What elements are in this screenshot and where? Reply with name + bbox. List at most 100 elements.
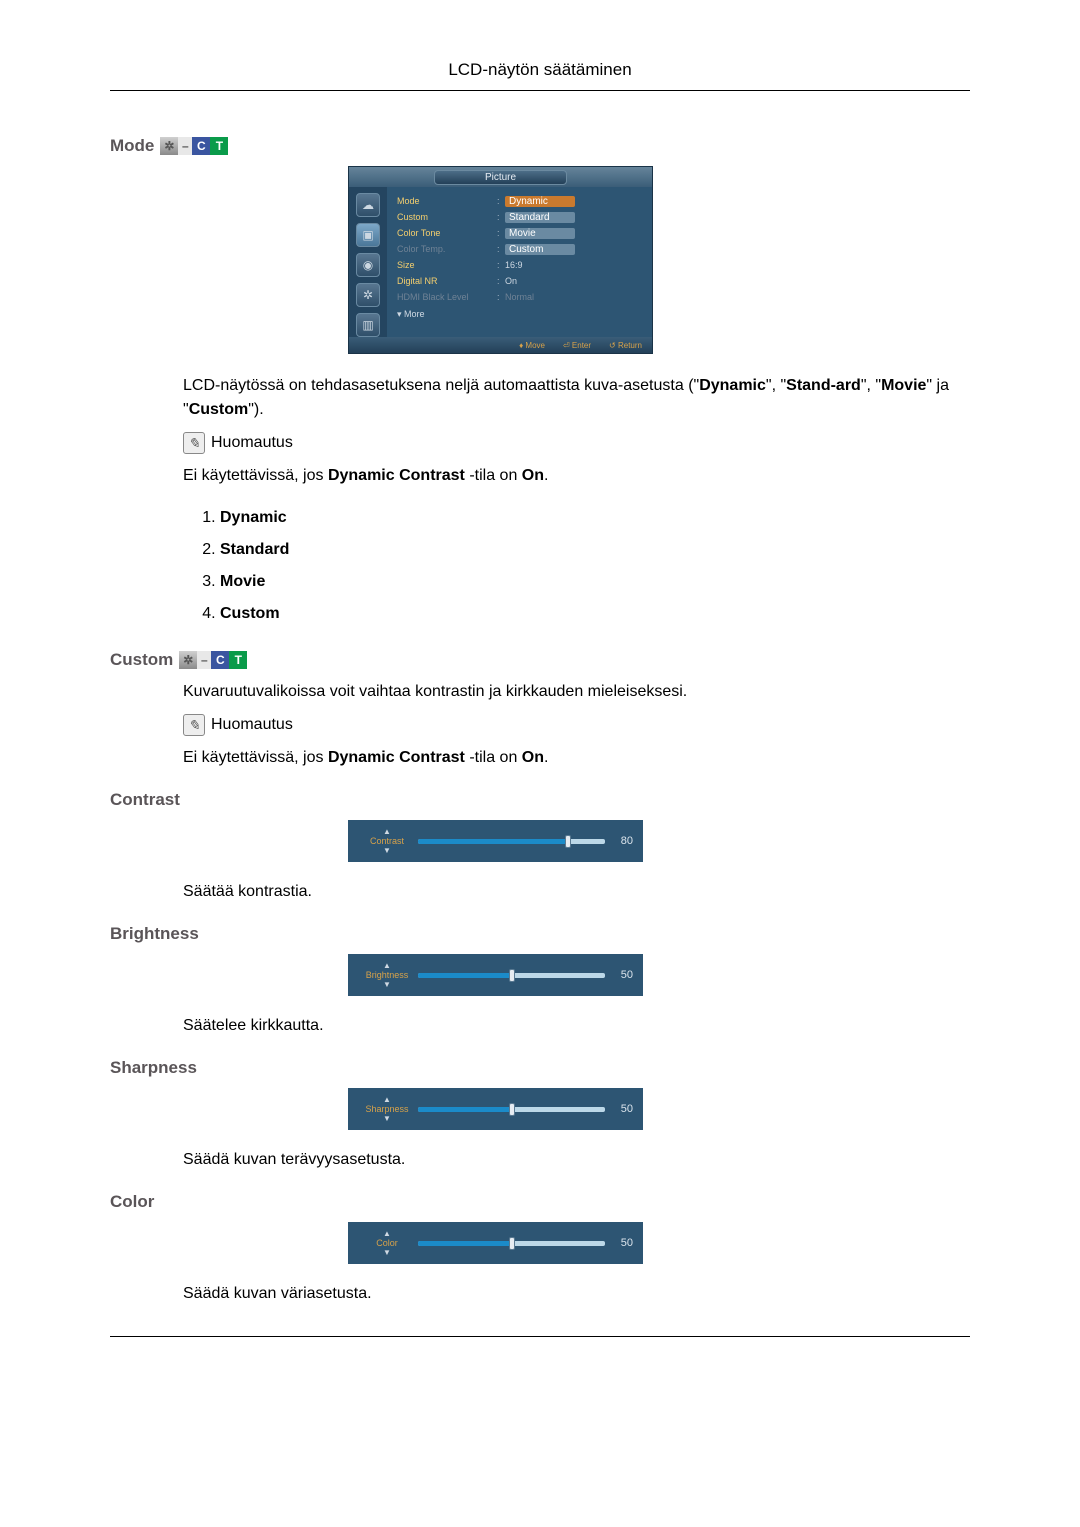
list-item: Custom — [220, 598, 970, 630]
osd-colon: : — [497, 196, 505, 206]
slider-label: Color — [376, 1238, 398, 1249]
osd-val-hdmi: Normal — [505, 292, 644, 302]
slider-track[interactable] — [418, 1241, 605, 1246]
osd-footer-return: ↺ Return — [609, 341, 642, 350]
slider-label: Contrast — [370, 836, 404, 847]
slider-thumb[interactable] — [565, 835, 571, 848]
pencil-icon: ✎ — [183, 432, 205, 454]
heading-sharpness: Sharpness — [110, 1058, 970, 1078]
slider-label: Sharpness — [365, 1104, 408, 1115]
slider-thumb[interactable] — [509, 1103, 515, 1116]
osd-label-hdmi: HDMI Black Level — [397, 292, 497, 302]
t-icon: T — [210, 137, 228, 155]
dash-icon: – — [197, 651, 211, 669]
custom-description: Kuvaruutuvalikoissa voit vaihtaa kontras… — [183, 680, 970, 704]
pencil-icon: ✎ — [183, 714, 205, 736]
osd-title: Picture — [434, 170, 567, 185]
brightness-description: Säätelee kirkkautta. — [183, 1014, 970, 1038]
c-icon: C — [192, 137, 210, 155]
sharpness-description: Säädä kuvan terävyysasetusta. — [183, 1148, 970, 1172]
chevron-down-icon[interactable]: ▼ — [383, 1115, 391, 1123]
slider-value: 50 — [605, 1237, 633, 1249]
chevron-down-icon[interactable]: ▼ — [383, 1249, 391, 1257]
dash-icon: – — [178, 137, 192, 155]
mode-description: LCD-näytössä on tehdasasetuksena neljä a… — [183, 374, 970, 422]
note-label: Huomautus — [211, 434, 293, 452]
list-item: Movie — [220, 566, 970, 598]
osd-opt-dynamic[interactable]: Dynamic — [505, 196, 575, 207]
heading-mode-text: Mode — [110, 136, 154, 156]
mode-note-text: Ei käytettävissä, jos Dynamic Contrast -… — [183, 464, 970, 488]
custom-note: ✎ Huomautus — [183, 714, 970, 736]
slider-label-col: ▲Contrast▼ — [356, 828, 418, 855]
heading-mode: Mode ✲ – C T — [110, 136, 970, 156]
osd-footer-move: ♦ Move — [519, 341, 545, 350]
document-page: LCD-näytön säätäminen Mode ✲ – C T Pictu… — [0, 0, 1080, 1397]
slider-value: 50 — [605, 1103, 633, 1115]
osd-label-dnr: Digital NR — [397, 276, 497, 286]
osd-val-size: 16:9 — [505, 260, 644, 270]
list-item: Standard — [220, 534, 970, 566]
osd-more[interactable]: ▾ More — [397, 305, 644, 322]
slider-thumb[interactable] — [509, 969, 515, 982]
osd-opt-custom[interactable]: Custom — [505, 244, 575, 255]
osd-picture-menu: Picture ☁ ▣ ◉ ✲ ▥ Mode Custom Co — [348, 166, 970, 354]
heading-contrast: Contrast — [110, 790, 970, 810]
chevron-up-icon[interactable]: ▲ — [383, 828, 391, 836]
slider-brightness: ▲Brightness▼ 50 — [348, 954, 970, 996]
custom-note-text: Ei käytettävissä, jos Dynamic Contrast -… — [183, 746, 970, 770]
chevron-down-icon[interactable]: ▼ — [383, 981, 391, 989]
t-icon: T — [229, 651, 247, 669]
heading-custom-icons: ✲ – C T — [179, 651, 247, 669]
page-title: LCD-näytön säätäminen — [110, 60, 970, 91]
settings-icon[interactable]: ✲ — [356, 283, 380, 307]
note-label: Huomautus — [211, 716, 293, 734]
chevron-up-icon[interactable]: ▲ — [383, 1230, 391, 1238]
osd-label-colortone: Color Tone — [397, 228, 497, 238]
slider-label: Brightness — [366, 970, 409, 981]
footer-rule — [110, 1336, 970, 1337]
heading-mode-icons: ✲ – C T — [160, 137, 228, 155]
input-icon[interactable]: ▥ — [356, 313, 380, 337]
mode-list: Dynamic Standard Movie Custom — [220, 502, 970, 630]
slider-thumb[interactable] — [509, 1237, 515, 1250]
gear-icon: ✲ — [160, 137, 178, 155]
mode-note: ✎ Huomautus — [183, 432, 970, 454]
picture-icon[interactable]: ▣ — [356, 223, 380, 247]
osd-label-mode: Mode — [397, 196, 497, 206]
chevron-up-icon[interactable]: ▲ — [383, 1096, 391, 1104]
osd-opt-standard[interactable]: Standard — [505, 212, 575, 223]
slider-track[interactable] — [418, 839, 605, 844]
slider-value: 50 — [605, 969, 633, 981]
slider-sharpness: ▲Sharpness▼ 50 — [348, 1088, 970, 1130]
heading-custom-text: Custom — [110, 650, 173, 670]
osd-val-dnr: On — [505, 276, 644, 286]
slider-label-col: ▲Sharpness▼ — [356, 1096, 418, 1123]
osd-label-custom: Custom — [397, 212, 497, 222]
gear-icon: ✲ — [179, 651, 197, 669]
chevron-up-icon[interactable]: ▲ — [383, 962, 391, 970]
osd-label-size: Size — [397, 260, 497, 270]
chevron-down-icon[interactable]: ▼ — [383, 847, 391, 855]
list-item: Dynamic — [220, 502, 970, 534]
osd-opt-movie[interactable]: Movie — [505, 228, 575, 239]
slider-value: 80 — [605, 835, 633, 847]
slider-track[interactable] — [418, 973, 605, 978]
osd-footer: ♦ Move ⏎ Enter ↺ Return — [349, 337, 652, 353]
heading-custom: Custom ✲ – C T — [110, 650, 970, 670]
color-description: Säädä kuvan väriasetusta. — [183, 1282, 970, 1306]
slider-track[interactable] — [418, 1107, 605, 1112]
contrast-description: Säätää kontrastia. — [183, 880, 970, 904]
osd-side-icons: ☁ ▣ ◉ ✲ ▥ — [349, 187, 387, 337]
osd-footer-enter: ⏎ Enter — [563, 341, 591, 350]
slider-label-col: ▲Brightness▼ — [356, 962, 418, 989]
osd-title-bar: Picture — [349, 167, 652, 187]
heading-brightness: Brightness — [110, 924, 970, 944]
slider-color: ▲Color▼ 50 — [348, 1222, 970, 1264]
sound-icon[interactable]: ◉ — [356, 253, 380, 277]
cloud-icon[interactable]: ☁ — [356, 193, 380, 217]
osd-label-colortemp: Color Temp. — [397, 244, 497, 254]
c-icon: C — [211, 651, 229, 669]
slider-label-col: ▲Color▼ — [356, 1230, 418, 1257]
slider-contrast: ▲Contrast▼ 80 — [348, 820, 970, 862]
